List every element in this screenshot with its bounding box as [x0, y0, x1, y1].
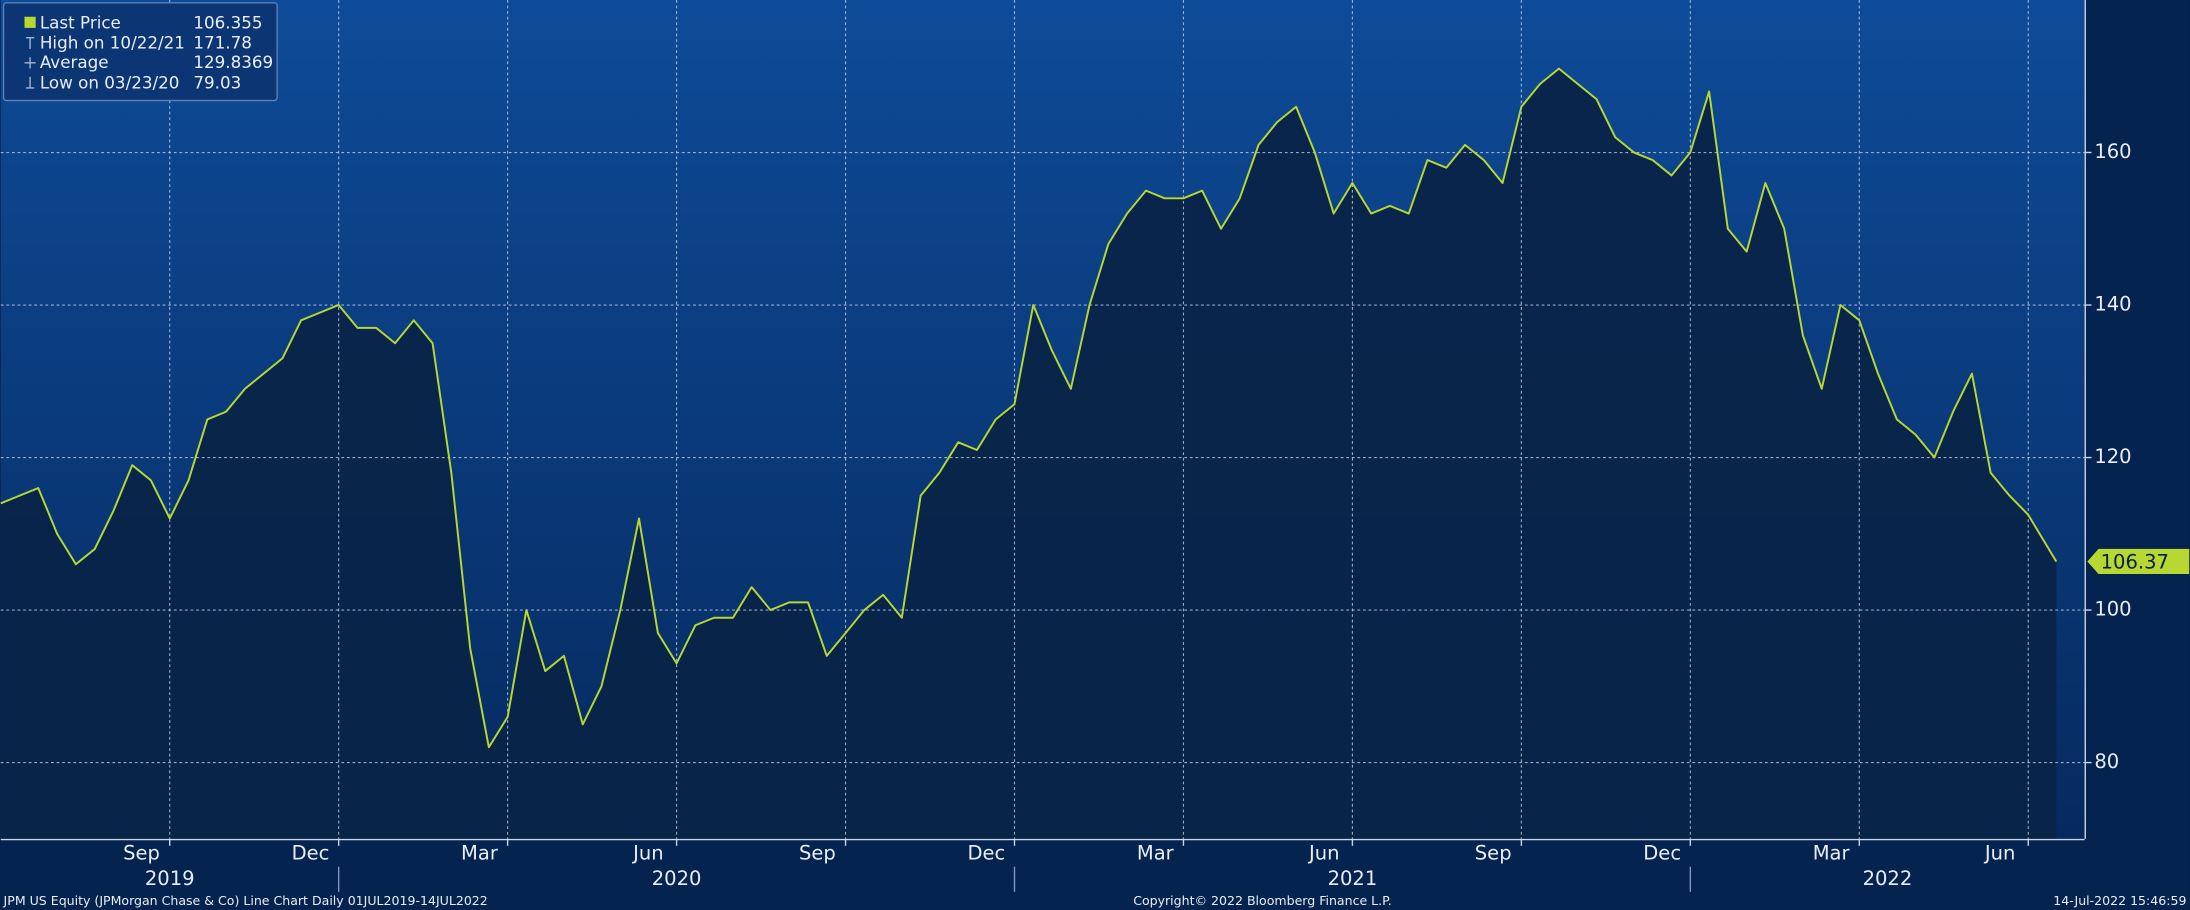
legend-value: 79.03 — [193, 73, 241, 93]
x-tick-label: Dec — [967, 842, 1005, 865]
x-tick-label: Sep — [799, 842, 836, 865]
year-label: 2021 — [1328, 867, 1378, 890]
footer-center: Copyright© 2022 Bloomberg Finance L.P. — [1133, 893, 1392, 908]
legend-label: Last Price — [40, 13, 121, 33]
x-tick-label: Sep — [1475, 842, 1512, 865]
legend-value: 129.8369 — [193, 52, 273, 72]
y-tick-label: 160 — [2094, 140, 2131, 163]
x-tick-label: Jun — [1307, 842, 1340, 865]
legend-swatch — [24, 16, 36, 28]
year-label: 2022 — [1863, 867, 1913, 890]
legend-label: Average — [40, 52, 109, 72]
x-tick-label: Mar — [461, 842, 499, 865]
x-tick-label: Jun — [631, 842, 664, 865]
y-tick-label: 80 — [2094, 750, 2119, 773]
footer-right: 14-Jul-2022 15:46:59 — [2053, 893, 2186, 908]
legend-label: Low on 03/23/20 — [40, 73, 180, 93]
x-tick-label: Jun — [1983, 842, 2016, 865]
legend-value: 171.78 — [193, 32, 252, 52]
price-tag-label: 106.37 — [2101, 550, 2169, 573]
legend: Last Price 106.355 High on 10/22/21 171.… — [2, 2, 278, 102]
price-tag — [2087, 548, 2190, 575]
y-tick-label: 140 — [2094, 293, 2131, 316]
x-tick-label: Mar — [1813, 842, 1851, 865]
x-tick-label: Dec — [1643, 842, 1681, 865]
y-tick-label: 100 — [2094, 598, 2131, 621]
year-label: 2019 — [145, 867, 195, 890]
legend-label: High on 10/22/21 — [40, 32, 185, 52]
x-tick-label: Mar — [1137, 842, 1175, 865]
y-tick-label: 120 — [2094, 445, 2131, 468]
x-tick-label: Sep — [123, 842, 160, 865]
x-tick-label: Dec — [292, 842, 330, 865]
area — [0, 68, 2057, 839]
legend-icons — [24, 36, 36, 89]
year-label: 2020 — [652, 867, 702, 890]
legend-box — [2, 2, 278, 102]
legend-value: 106.355 — [193, 13, 262, 33]
footer-left: JPM US Equity (JPMorgan Chase & Co) Line… — [3, 893, 488, 908]
price-line — [0, 67, 2058, 749]
